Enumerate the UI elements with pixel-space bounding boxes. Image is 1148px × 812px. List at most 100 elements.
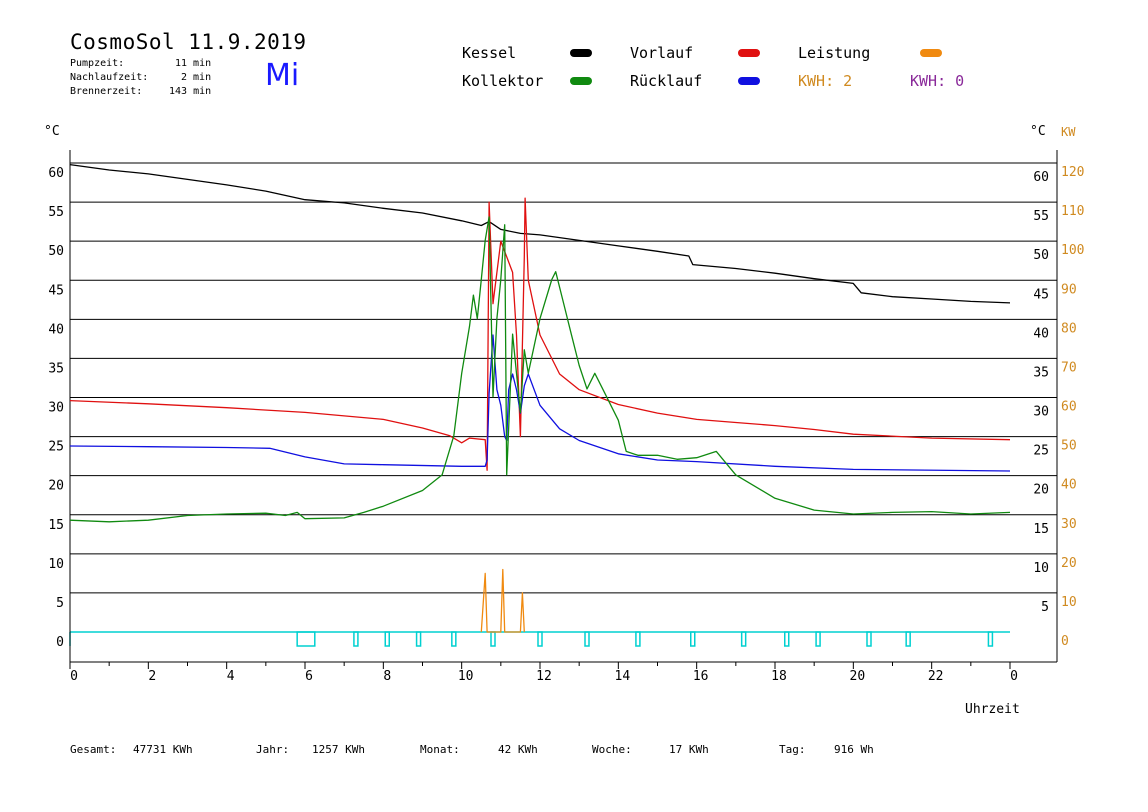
cyan-marker bbox=[584, 631, 590, 647]
kwh-label-1: KWH: 2 bbox=[798, 72, 853, 90]
y-tick-label-right-c: 10 bbox=[1033, 561, 1049, 576]
x-tick-label: 2 bbox=[148, 669, 156, 684]
footer-monat-value: 42 KWh bbox=[498, 743, 538, 756]
legend-swatch-vorlauf bbox=[738, 49, 760, 57]
legend-label-ruecklauf: Rücklauf bbox=[630, 72, 703, 90]
cyan-marker bbox=[415, 631, 422, 647]
series-line-kessel bbox=[69, 163, 1011, 304]
y-tick-label-right-c: 60 bbox=[1033, 170, 1049, 185]
right-axis-unit-c: °C bbox=[1030, 124, 1046, 139]
y-tick-label-right-c: 35 bbox=[1033, 365, 1049, 380]
stat-nachlaufzeit-label: Nachlaufzeit: bbox=[70, 72, 149, 83]
stat-pumpzeit-value: 11 min bbox=[175, 58, 212, 69]
y-tick-label-right-kw: 60 bbox=[1061, 400, 1077, 415]
footer-jahr-label: Jahr: bbox=[256, 743, 290, 756]
y-tick-label-left: 15 bbox=[48, 518, 64, 533]
y-tick-label-right-kw: 10 bbox=[1061, 595, 1077, 610]
x-tick-label: 6 bbox=[305, 669, 313, 684]
y-tick-label-right-kw: 70 bbox=[1061, 360, 1077, 375]
cyan-marker bbox=[384, 631, 390, 647]
cyan-marker bbox=[490, 631, 496, 647]
y-tick-label-right-kw: 50 bbox=[1061, 439, 1077, 454]
y-tick-label-right-c: 25 bbox=[1033, 444, 1049, 459]
y-tick-label-right-kw: 20 bbox=[1061, 556, 1077, 571]
footer-jahr-value: 1257 KWh bbox=[312, 743, 365, 756]
y-tick-label-left: 35 bbox=[48, 361, 64, 376]
grid-lines bbox=[70, 162, 1057, 594]
x-tick-label: 8 bbox=[383, 669, 391, 684]
series-line-leistung bbox=[480, 568, 525, 633]
right-axis-unit-kw: KW bbox=[1061, 125, 1076, 139]
stat-brennerzeit-label: Brennerzeit: bbox=[70, 86, 143, 97]
x-tick-label: 18 bbox=[771, 669, 787, 684]
y-tick-label-right-c: 50 bbox=[1033, 248, 1049, 263]
y-tick-label-left: 30 bbox=[48, 401, 64, 416]
legend-swatch-ruecklauf bbox=[738, 77, 760, 85]
y-tick-label-left: 60 bbox=[48, 166, 64, 181]
stat-nachlaufzeit-value: 2 min bbox=[181, 72, 212, 83]
series-line-kollektor bbox=[69, 216, 1011, 523]
footer-monat-label: Monat: bbox=[420, 743, 460, 756]
x-tick-label: 4 bbox=[227, 669, 235, 684]
cyan-marker bbox=[296, 631, 316, 647]
legend-swatch-kollektor bbox=[570, 77, 592, 85]
footer-woche-value: 17 KWh bbox=[669, 743, 709, 756]
baseline-markers bbox=[69, 631, 1010, 647]
series-line-vorlauf bbox=[69, 197, 1011, 471]
x-tick-label: 16 bbox=[693, 669, 709, 684]
footer-tag-label: Tag: bbox=[779, 743, 806, 756]
stat-pumpzeit-label: Pumpzeit: bbox=[70, 58, 125, 69]
footer-tag-value: 916 Wh bbox=[834, 743, 874, 756]
y-tick-label-right-kw: 80 bbox=[1061, 321, 1077, 336]
axes bbox=[69, 150, 1058, 669]
x-tick-label: 10 bbox=[458, 669, 474, 684]
y-tick-label-left: 10 bbox=[48, 557, 64, 572]
legend-label-kessel: Kessel bbox=[462, 44, 517, 62]
series-line-ruecklauf bbox=[69, 334, 1011, 472]
x-tick-label: 12 bbox=[536, 669, 552, 684]
weekday-label: Mi bbox=[265, 58, 300, 93]
y-tick-label-left: 25 bbox=[48, 440, 64, 455]
y-tick-label-right-c: 55 bbox=[1033, 209, 1049, 224]
y-tick-label-right-kw: 90 bbox=[1061, 282, 1077, 297]
y-tick-label-right-c: 15 bbox=[1033, 522, 1049, 537]
legend-swatch-kessel bbox=[570, 49, 592, 57]
cyan-marker bbox=[905, 631, 911, 647]
footer-gesamt-label: Gesamt: bbox=[70, 743, 117, 756]
cyan-marker bbox=[987, 631, 994, 647]
chart-title: CosmoSol 11.9.2019 bbox=[70, 30, 307, 54]
x-axis-label: Uhrzeit bbox=[965, 702, 1020, 717]
cyan-marker bbox=[635, 631, 641, 647]
y-tick-label-right-kw: 30 bbox=[1061, 517, 1077, 532]
y-tick-label-right-kw: 120 bbox=[1061, 165, 1084, 180]
cyan-marker bbox=[451, 631, 457, 647]
legend-label-leistung: Leistung bbox=[798, 44, 871, 62]
legend-swatch-leistung bbox=[920, 49, 942, 57]
cyan-marker bbox=[353, 631, 359, 647]
cyan-marker bbox=[866, 631, 872, 647]
footer-gesamt-value: 47731 KWh bbox=[133, 743, 193, 756]
kwh-label-2: KWH: 0 bbox=[910, 72, 965, 90]
x-tick-label: 0 bbox=[70, 669, 78, 684]
y-tick-label-left: 5 bbox=[56, 596, 64, 611]
y-tick-label-right-kw: 110 bbox=[1061, 204, 1084, 219]
x-tick-label: 0 bbox=[1010, 669, 1018, 684]
cyan-marker bbox=[784, 631, 790, 647]
cyan-marker bbox=[537, 631, 543, 647]
x-tick-label: 20 bbox=[850, 669, 866, 684]
cyan-marker bbox=[740, 631, 747, 647]
y-tick-label-left: 20 bbox=[48, 479, 64, 494]
y-tick-label-right-c: 20 bbox=[1033, 483, 1049, 498]
legend-label-kollektor: Kollektor bbox=[462, 72, 544, 90]
x-tick-label: 14 bbox=[615, 669, 631, 684]
y-tick-label-right-kw: 100 bbox=[1061, 243, 1084, 258]
series-lines bbox=[69, 163, 1011, 633]
y-tick-label-left: 55 bbox=[48, 205, 64, 220]
y-tick-label-right-kw: 40 bbox=[1061, 478, 1077, 493]
y-tick-label-right-c: 40 bbox=[1033, 326, 1049, 341]
y-tick-label-right-kw: 0 bbox=[1061, 634, 1069, 649]
y-tick-label-left: 0 bbox=[56, 635, 64, 650]
y-tick-label-right-c: 45 bbox=[1033, 287, 1049, 302]
y-tick-label-left: 45 bbox=[48, 283, 64, 298]
